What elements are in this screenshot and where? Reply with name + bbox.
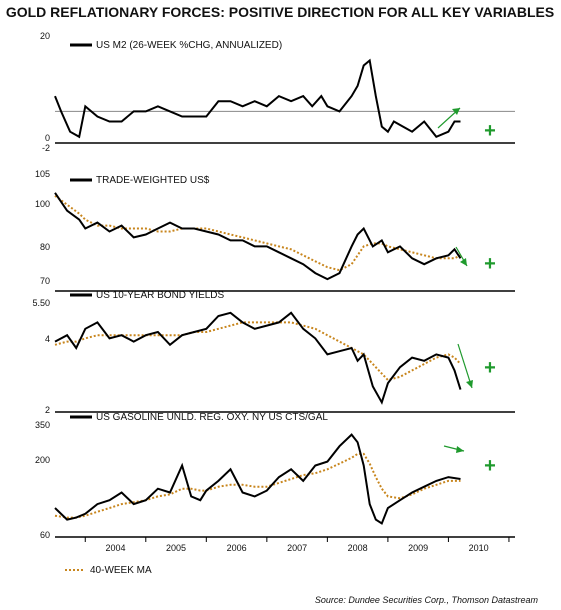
panel-usd: 105 100 80 70 TRADE-WEIGHTED US$ + <box>35 169 515 292</box>
plus-sign: + <box>484 357 496 379</box>
gasoline-series-line <box>54 433 461 525</box>
y-tick-label: 200 <box>35 455 50 465</box>
x-tick-label: 2009 <box>408 543 428 553</box>
ma-legend-label: 40-WEEK MA <box>90 565 152 576</box>
panel-gasoline: 350 200 60 US GASOLINE UNLD. REG. OXY. N… <box>35 412 496 540</box>
y-tick-label: 5.50 <box>32 298 50 308</box>
y-tick-label: 80 <box>40 242 50 252</box>
arrow-head-icon <box>460 258 467 266</box>
y-tick-label: 2 <box>45 405 50 415</box>
chart-title: GOLD REFLATIONARY FORCES: POSITIVE DIREC… <box>6 4 554 20</box>
arrow-head-icon <box>452 108 460 115</box>
panel-m2: 20 0 -2 US M2 (26-WEEK %CHG, ANNUALIZED)… <box>40 31 515 153</box>
x-tick-label: 2007 <box>287 543 307 553</box>
panel-label: US M2 (26-WEEK %CHG, ANNUALIZED) <box>96 40 282 51</box>
x-tick-label: 2004 <box>106 543 126 553</box>
arrow-head-icon <box>456 446 464 453</box>
y-tick-label: 0 <box>45 133 50 143</box>
source-note: Source: Dundee Securities Corp., Thomson… <box>315 595 539 605</box>
y-tick-label: 20 <box>40 31 50 41</box>
m2-series-line <box>54 58 461 139</box>
x-axis-ticks: 2004 2005 2006 2007 2008 2009 2010 <box>84 537 510 553</box>
plus-sign: + <box>484 120 496 142</box>
yield-series-line <box>54 311 462 405</box>
panel-label: US GASOLINE UNLD. REG. OXY. NY US CTS/GA… <box>96 412 328 423</box>
plus-sign: + <box>484 455 496 477</box>
x-tick-label: 2005 <box>166 543 186 553</box>
panel-label: US 10-YEAR BOND YIELDS <box>96 290 225 301</box>
panel-label: TRADE-WEIGHTED US$ <box>96 175 210 186</box>
x-tick-label: 2006 <box>227 543 247 553</box>
usd-series-line <box>54 192 462 281</box>
y-tick-label: 70 <box>40 276 50 286</box>
y-tick-label: 60 <box>40 530 50 540</box>
y-tick-label: 350 <box>35 420 50 430</box>
gasoline-ma-line <box>54 452 461 519</box>
x-tick-label: 2010 <box>469 543 489 553</box>
y-tick-label: 105 <box>35 169 50 179</box>
y-tick-label: 4 <box>45 334 50 344</box>
panel-bond-yields: 5.50 4 2 US 10-YEAR BOND YIELDS + <box>32 290 515 415</box>
y-tick-label: 100 <box>35 199 50 209</box>
yield-ma-line <box>54 321 462 382</box>
arrow-head-icon <box>466 380 473 388</box>
x-tick-label: 2008 <box>348 543 368 553</box>
down-arrow-icon <box>457 343 473 389</box>
usd-ma-line <box>54 194 461 272</box>
y-tick-label: -2 <box>42 143 50 153</box>
plus-sign: + <box>484 253 496 275</box>
